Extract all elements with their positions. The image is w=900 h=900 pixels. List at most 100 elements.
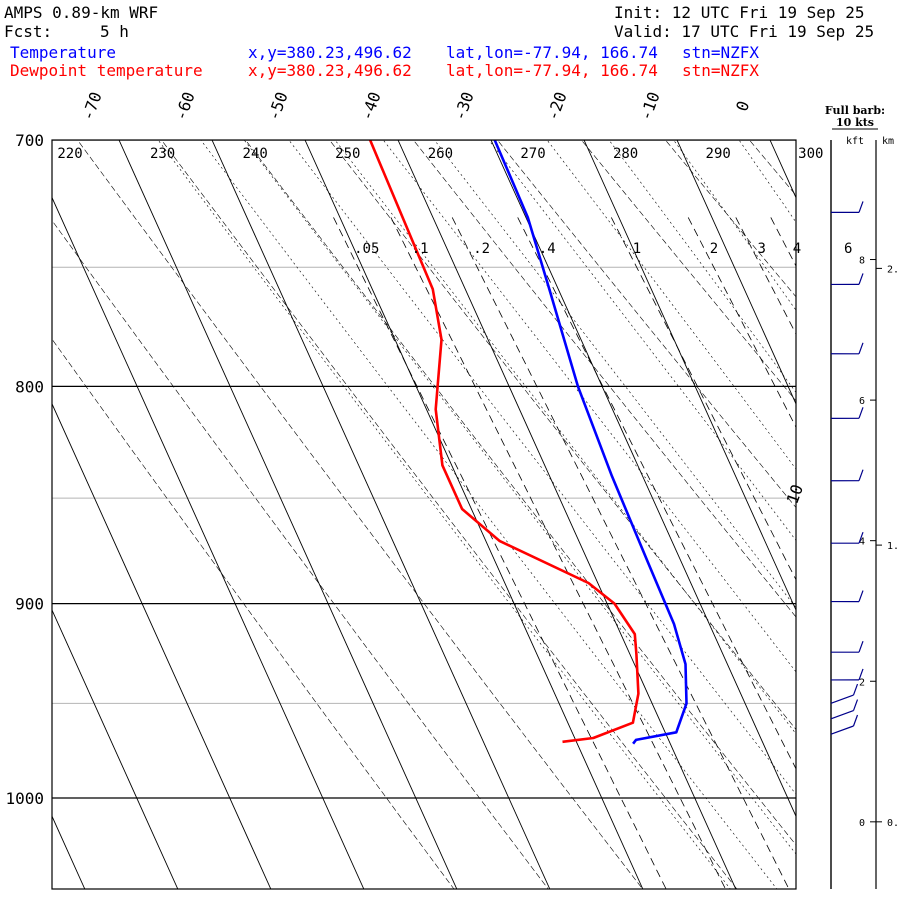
isotherm (52, 196, 365, 889)
theta-label: 280 (613, 146, 638, 162)
pressure-tick-label: 700 (15, 131, 44, 150)
dry-adiabat (581, 140, 796, 402)
wind-barb-flag (858, 201, 864, 213)
wind-barb-flag (858, 342, 864, 355)
plot-frame (51, 139, 797, 890)
pressure-tick-label: 1000 (5, 789, 44, 808)
mixing-ratio-label: .05 (354, 241, 379, 257)
isotherm (490, 140, 796, 818)
moist-adiabat (243, 140, 796, 855)
moist-adiabat (434, 140, 796, 609)
moist-adiabat (200, 140, 778, 889)
isotherm-label: -70 (78, 89, 106, 123)
wind-barb-flag (858, 407, 864, 419)
mixing-ratio-label: .4 (539, 241, 556, 257)
dry-adiabat (77, 140, 643, 889)
model-title: AMPS 0.89-km WRF (4, 3, 159, 22)
isotherm (211, 140, 551, 889)
valid-time: Valid: 17 UTC Fri 19 Sep 25 (614, 22, 875, 41)
isotherm-label: 0 (732, 98, 753, 114)
isotherm (583, 140, 796, 612)
isotherm (118, 140, 458, 889)
isotherm-label: -10 (636, 89, 664, 123)
mixing-ratio-line (390, 217, 726, 889)
mixing-ratio-line (451, 217, 790, 889)
mixing-ratio-label: 4 (793, 241, 801, 257)
isotherm (52, 815, 86, 889)
dry-adiabat (894, 114, 900, 900)
pressure-tick-label: 900 (15, 595, 44, 614)
wind-barb-staff (830, 710, 854, 720)
mixing-ratio-line (822, 217, 900, 900)
isotherm (304, 140, 644, 889)
init-time: Init: 12 UTC Fri 19 Sep 25 (614, 3, 865, 22)
wind-barb-flag (858, 531, 864, 544)
isotherm-label: -40 (357, 89, 385, 123)
kft-tick-label: 0 (859, 818, 865, 829)
kft-tick-label: 8 (859, 256, 865, 267)
theta-label: 270 (520, 146, 545, 162)
theta-label: 300 (798, 146, 823, 162)
kft-tick-label: 2 (859, 677, 865, 688)
kft-axis-label: kft (846, 136, 864, 147)
dry-adiabat (329, 140, 796, 730)
theta-label: 250 (335, 146, 360, 162)
dry-adiabat (413, 140, 796, 618)
wind-barb-flag (858, 640, 864, 653)
moist-adiabat (673, 140, 796, 311)
wind-barb-staff (830, 725, 854, 735)
wind-barb-flag (858, 469, 864, 481)
temperature-line (493, 140, 688, 745)
moist-adiabat (157, 140, 731, 889)
km-tick-label: 0. (887, 818, 899, 829)
mixing-ratio-label: 1 (633, 241, 641, 257)
isotherm (769, 140, 796, 199)
legend-dewpoint-coord: x,y=380.23,496.62 (248, 61, 412, 80)
theta-label: 230 (150, 146, 175, 162)
km-tick-label: 2. (887, 264, 899, 275)
moist-adiabat (546, 140, 796, 470)
mixing-ratio-line (333, 217, 667, 889)
wind-barb-title: Full barb: (825, 104, 885, 117)
km-axis-label: km (882, 136, 894, 147)
legend-dewpoint-name: Dewpoint temperature (10, 61, 203, 80)
isotherm-label: -20 (543, 89, 571, 123)
isotherm (863, 140, 900, 889)
kft-tick-label: 4 (859, 537, 865, 548)
wind-barb-flag (858, 273, 864, 285)
isotherm-label: -60 (171, 89, 199, 123)
legend-temperature-latlon: lat,lon=-77.94, 166.74 (446, 43, 658, 62)
wind-barb-flag (858, 668, 864, 681)
isotherm (52, 402, 272, 889)
moist-adiabat (288, 140, 796, 795)
dry-adiabat (811, 114, 900, 900)
moist-adiabat (334, 140, 796, 735)
forecast-label: Fcst: (4, 22, 53, 41)
theta-label: 240 (243, 146, 268, 162)
isotherm-label: -30 (450, 89, 478, 123)
dry-adiabat (52, 220, 549, 889)
moist-adiabat (786, 114, 900, 900)
legend-dewpoint-station: stn=NZFX (682, 61, 760, 80)
pressure-tick-label: 800 (15, 377, 44, 396)
dewpoint-line (368, 140, 640, 744)
moist-adiabat (608, 140, 796, 393)
mixing-ratio-line (517, 217, 796, 770)
theta-label: 290 (706, 146, 731, 162)
mixing-ratio-label: 3 (758, 241, 766, 257)
mixing-ratio-label: .2 (473, 241, 490, 257)
isotherm (52, 608, 179, 889)
mixing-ratio-line (687, 217, 796, 429)
legend-temperature-coord: x,y=380.23,496.62 (248, 43, 412, 62)
wind-barb-flag (858, 590, 864, 602)
isotherm-label: 10 (783, 482, 807, 507)
forecast-value: 5 h (100, 22, 129, 41)
legend-temperature-name: Temperature (10, 43, 116, 62)
mixing-ratio-line (610, 217, 796, 581)
dry-adiabat (161, 140, 738, 889)
dry-adiabat (665, 140, 796, 298)
wind-barb-flag (852, 683, 859, 696)
dry-adiabat (749, 140, 796, 196)
isotherm (676, 140, 796, 405)
